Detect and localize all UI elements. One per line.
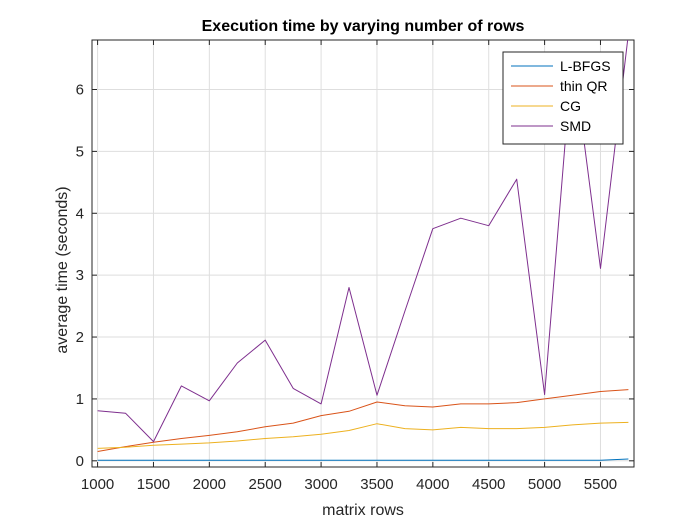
series-line-smd	[97, 40, 629, 443]
legend-label-cg: CG	[560, 98, 581, 114]
y-axis-label: average time (seconds)	[54, 186, 71, 353]
y-tick-label: 4	[76, 205, 84, 222]
series-lines	[97, 40, 629, 461]
series-line-cg	[97, 421, 629, 449]
x-tick-label: 4500	[472, 476, 505, 493]
legend-label-smd: SMD	[560, 118, 591, 134]
y-tick-label: 1	[76, 391, 84, 408]
x-tick-label: 1000	[81, 476, 114, 493]
chart-title: Execution time by varying number of rows	[202, 18, 525, 35]
y-tick-label: 5	[76, 143, 84, 160]
x-tick-label: 3000	[304, 476, 337, 493]
x-ticks: 1000 1500 2000 2500 3000 3500 4000 4500 5000 5500	[81, 40, 617, 493]
series-line-thin-qr	[97, 389, 629, 452]
x-tick-label: 2000	[193, 476, 226, 493]
plot-area-frame	[91, 39, 635, 468]
grid	[92, 40, 634, 467]
y-ticks: 0 1 2 3 4 5 6	[76, 82, 634, 470]
x-tick-label: 2500	[249, 476, 282, 493]
series-line-l-bfgs	[97, 458, 629, 461]
x-tick-label: 5500	[584, 476, 617, 493]
legend: L-BFGS thin QR CG SMD	[502, 51, 624, 145]
y-tick-label: 6	[76, 82, 84, 99]
x-axis-label: matrix rows	[322, 502, 404, 519]
x-tick-label: 1500	[137, 476, 170, 493]
y-tick-label: 0	[76, 453, 84, 470]
legend-box	[502, 51, 624, 145]
x-tick-label: 3500	[360, 476, 393, 493]
x-tick-label: 4000	[416, 476, 449, 493]
legend-label-thin-qr: thin QR	[560, 78, 607, 94]
y-tick-label: 3	[76, 267, 84, 284]
y-tick-label: 2	[76, 329, 84, 346]
x-tick-label: 5000	[528, 476, 561, 493]
legend-label-l-bfgs: L-BFGS	[560, 58, 611, 74]
